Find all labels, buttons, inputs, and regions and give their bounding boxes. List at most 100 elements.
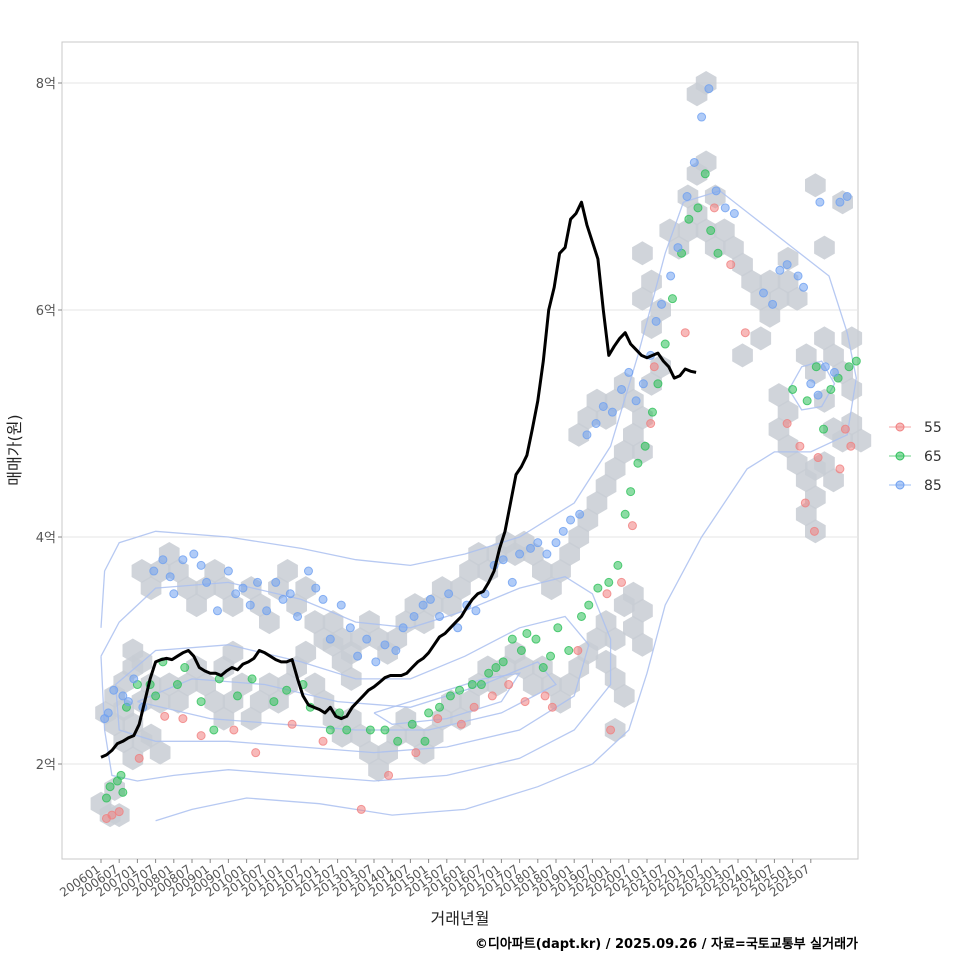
point-85: [820, 362, 830, 372]
point-55: [178, 714, 188, 724]
point-85: [118, 691, 128, 701]
point-85: [311, 583, 321, 593]
point-85: [704, 84, 714, 94]
point-85: [507, 577, 517, 587]
point-65: [180, 663, 190, 673]
point-65: [172, 680, 182, 690]
hexbin: [541, 576, 562, 601]
point-85: [303, 566, 313, 576]
point-85: [169, 589, 179, 599]
point-65: [233, 691, 242, 701]
hexbin: [204, 689, 226, 714]
hexbin: [486, 672, 508, 697]
point-55: [107, 810, 117, 820]
hexbin: [304, 672, 326, 697]
hexbin: [350, 627, 371, 652]
point-65: [584, 600, 594, 610]
caption: ©디아파트(dapt.kr) / 2025.09.26 / 자료=국토교통부 실…: [475, 936, 858, 952]
point-85: [775, 265, 785, 275]
point-85: [223, 566, 233, 576]
legend-label: 65: [924, 449, 942, 465]
point-55: [835, 464, 845, 474]
point-55: [356, 804, 366, 814]
point-65: [105, 782, 115, 792]
hexbin: [304, 610, 326, 635]
hexbin: [413, 610, 435, 635]
hexbin: [795, 502, 817, 527]
point-55: [602, 589, 612, 599]
point-85: [842, 192, 852, 201]
y-axis-ticks: 2억 4억 6억 8억: [36, 77, 62, 773]
point-55: [726, 260, 736, 270]
hexbin: [759, 269, 781, 294]
hexbin: [532, 559, 553, 583]
hexbin: [322, 610, 344, 635]
point-85: [526, 543, 536, 553]
point-65: [640, 441, 650, 451]
hexbin: [522, 672, 544, 697]
hexbin: [195, 672, 216, 697]
point-65: [553, 623, 563, 633]
density-contour: [100, 190, 857, 822]
point-85: [673, 243, 683, 253]
point-85: [813, 390, 823, 400]
point-85: [362, 634, 372, 644]
point-65: [633, 458, 643, 468]
density-contour: [788, 360, 836, 411]
hexbin: [249, 689, 271, 714]
hexbin: [295, 640, 317, 665]
point-65: [455, 685, 465, 695]
point-85: [285, 589, 295, 599]
hexbin: [814, 235, 835, 260]
point-85: [498, 555, 508, 565]
point-65: [826, 384, 836, 394]
point-55: [627, 521, 637, 531]
point-55: [384, 770, 394, 780]
point-55: [680, 328, 690, 338]
point-85: [444, 589, 454, 599]
hexbin: [623, 422, 644, 447]
point-65: [819, 424, 829, 434]
point-85: [806, 379, 816, 389]
hexbin: [386, 627, 408, 652]
hexbin: [359, 610, 380, 635]
point-65: [424, 708, 434, 718]
point-65: [576, 611, 586, 621]
hexbin: [568, 422, 590, 447]
legend-label: 55: [924, 420, 942, 436]
hexbin: [177, 576, 198, 601]
hexbin: [823, 417, 844, 442]
point-85: [425, 594, 435, 604]
point-85: [793, 271, 803, 281]
legend-label: 85: [924, 478, 942, 494]
y-tick-label: 2억: [36, 758, 56, 773]
point-65: [516, 646, 526, 655]
hexbin: [295, 576, 317, 601]
point-85: [318, 594, 328, 604]
hexbin: [768, 383, 790, 408]
point-55: [487, 691, 497, 701]
point-85: [325, 634, 335, 644]
point-85: [353, 651, 363, 661]
hexbin: [805, 173, 826, 198]
point-65: [700, 169, 710, 179]
point-85: [238, 583, 248, 593]
point-85: [782, 260, 792, 270]
point-85: [720, 203, 730, 213]
point-65: [342, 725, 352, 735]
point-85: [799, 282, 809, 292]
point-85: [515, 549, 525, 559]
point-85: [253, 577, 263, 587]
hexbin: [732, 252, 753, 277]
hexbin: [677, 218, 699, 243]
point-85: [558, 526, 568, 536]
point-55: [606, 725, 616, 735]
legend-key-point: [895, 480, 905, 490]
hexbin: [786, 286, 808, 311]
point-65: [706, 226, 716, 236]
point-65: [325, 725, 335, 735]
point-55: [740, 328, 750, 338]
hexbin: [632, 598, 653, 623]
point-85: [697, 112, 707, 122]
legend-key-point: [895, 451, 905, 461]
